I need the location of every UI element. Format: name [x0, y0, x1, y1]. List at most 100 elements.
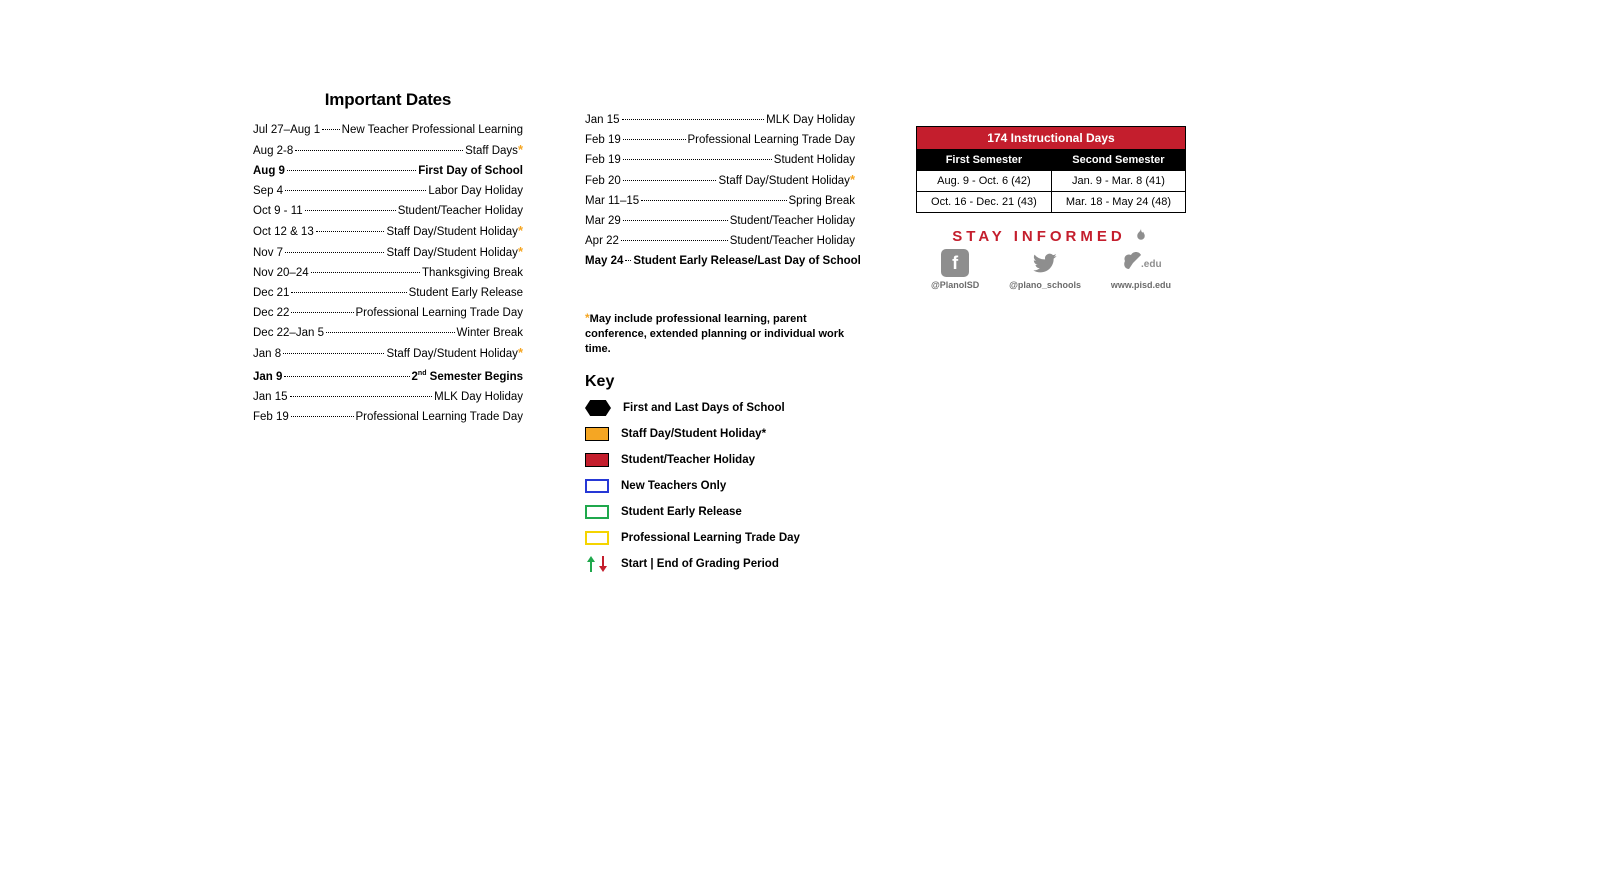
date-row: Mar 29 Student/Teacher Holiday — [585, 211, 855, 231]
date-desc: Staff Day/Student Holiday — [718, 171, 849, 191]
asterisk-icon: * — [850, 170, 855, 190]
table-header-first-semester: First Semester — [917, 150, 1052, 171]
asterisk-icon: * — [518, 343, 523, 363]
date-label: Jul 27–Aug 1 — [253, 120, 320, 140]
date-desc: Labor Day Holiday — [428, 181, 523, 201]
date-label: Jan 8 — [253, 344, 281, 364]
stay-informed: STAY INFORMED f @PlanoISD @plano_schools — [916, 227, 1186, 290]
date-row: Oct 9 - 11 Student/Teacher Holiday — [253, 201, 523, 221]
date-desc: Student Holiday — [774, 150, 855, 170]
date-desc: Staff Day/Student Holiday — [386, 222, 517, 242]
date-desc: First Day of School — [418, 161, 523, 181]
key-swatch — [585, 531, 609, 545]
date-desc: Thanksgiving Break — [422, 263, 523, 283]
key-title: Key — [585, 373, 855, 391]
twitter-icon — [1031, 249, 1059, 277]
date-label: Aug 2-8 — [253, 141, 293, 161]
date-row: Jan 92nd Semester Begins — [253, 364, 523, 387]
date-row: Jan 15 MLK Day Holiday — [253, 387, 523, 407]
date-row: Mar 11–15 Spring Break — [585, 191, 855, 211]
date-desc: Staff Day/Student Holiday — [386, 243, 517, 263]
date-label: Oct 9 - 11 — [253, 201, 303, 221]
dates-list-1: Jul 27–Aug 1 New Teacher Professional Lea… — [253, 120, 523, 427]
date-row: Feb 19Professional Learning Trade Day — [253, 407, 523, 427]
date-row: Jul 27–Aug 1 New Teacher Professional Lea… — [253, 120, 523, 140]
key-label: Start | End of Grading Period — [621, 558, 779, 570]
key-item: New Teachers Only — [585, 477, 855, 495]
date-row: Dec 21 Student Early Release — [253, 283, 523, 303]
social-label: @plano_schools — [1009, 280, 1081, 290]
date-desc: MLK Day Holiday — [766, 110, 855, 130]
date-label: Nov 20–24 — [253, 263, 309, 283]
footnote: *May include professional learning, pare… — [585, 311, 855, 357]
date-desc: Professional Learning Trade Day — [688, 130, 856, 150]
date-row: Dec 22 Professional Learning Trade Day — [253, 303, 523, 323]
date-row: Jan 8 Staff Day/Student Holiday* — [253, 343, 523, 364]
date-row: Nov 7 Staff Day/Student Holiday* — [253, 242, 523, 263]
important-dates-title: Important Dates — [253, 90, 523, 110]
date-row: Aug 9First Day of School — [253, 161, 523, 181]
social-label: @PlanoISD — [931, 280, 979, 290]
date-row: Nov 20–24 Thanksgiving Break — [253, 263, 523, 283]
stay-informed-heading: STAY INFORMED — [916, 227, 1186, 245]
date-label: Jan 15 — [253, 387, 288, 407]
key-label: Professional Learning Trade Day — [621, 532, 800, 544]
facebook-icon: f — [941, 249, 969, 277]
social-website[interactable]: .edu www.pisd.edu — [1111, 249, 1171, 290]
date-desc: Student Early Release — [409, 283, 523, 303]
key-swatch — [585, 400, 611, 416]
date-desc: Staff Day/Student Holiday — [386, 344, 517, 364]
date-desc: Student Early Release/Last Day of School — [633, 251, 861, 271]
date-desc: Staff Days — [465, 141, 518, 161]
key-item: Start | End of Grading Period — [585, 555, 855, 573]
date-label: Jan 15 — [585, 110, 620, 130]
date-desc: Student/Teacher Holiday — [730, 231, 855, 251]
date-desc: Student/Teacher Holiday — [730, 211, 855, 231]
date-desc: Professional Learning Trade Day — [356, 303, 524, 323]
social-row: f @PlanoISD @plano_schools .edu — [916, 249, 1186, 290]
table-cell: Jan. 9 - Mar. 8 (41) — [1051, 171, 1185, 192]
key-label: Student Early Release — [621, 506, 742, 518]
key-item: Student Early Release — [585, 503, 855, 521]
key-list: First and Last Days of SchoolStaff Day/S… — [585, 399, 855, 573]
date-row: Feb 20Staff Day/Student Holiday* — [585, 170, 855, 191]
date-label: Mar 11–15 — [585, 191, 639, 211]
date-desc: Professional Learning Trade Day — [356, 407, 524, 427]
date-row: Dec 22–Jan 5Winter Break — [253, 323, 523, 343]
date-label: Jan 9 — [253, 367, 282, 387]
date-label: Dec 21 — [253, 283, 289, 303]
date-row: Aug 2-8Staff Days* — [253, 140, 523, 161]
date-label: Feb 19 — [585, 130, 621, 150]
social-facebook[interactable]: f @PlanoISD — [931, 249, 979, 290]
key-swatch — [585, 427, 609, 441]
svg-text:.edu: .edu — [1141, 259, 1161, 270]
key-label: Staff Day/Student Holiday* — [621, 428, 766, 440]
arrows-icon — [585, 556, 609, 572]
date-desc: Student/Teacher Holiday — [398, 201, 523, 221]
date-desc: Spring Break — [789, 191, 855, 211]
important-dates-col2: Jan 15 MLK Day Holiday Feb 19 Professional … — [585, 110, 855, 581]
date-row: Apr 22Student/Teacher Holiday — [585, 231, 855, 251]
date-row: Feb 19 Professional Learning Trade Day — [585, 130, 855, 150]
flame-icon — [1132, 227, 1150, 245]
date-desc: MLK Day Holiday — [434, 387, 523, 407]
table-cell: Mar. 18 - May 24 (48) — [1051, 192, 1185, 213]
date-row: Jan 15 MLK Day Holiday — [585, 110, 855, 130]
sidebar-col: 174 Instructional Days First Semester Se… — [916, 126, 1186, 290]
edu-icon: .edu — [1121, 249, 1161, 277]
asterisk-icon: * — [518, 242, 523, 262]
date-row: May 24Student Early Release/Last Day of … — [585, 251, 855, 271]
date-label: Dec 22–Jan 5 — [253, 323, 324, 343]
social-twitter[interactable]: @plano_schools — [1009, 249, 1081, 290]
date-label: Sep 4 — [253, 181, 283, 201]
date-row: Oct 12 & 13Staff Day/Student Holiday* — [253, 221, 523, 242]
date-row: Feb 19Student Holiday — [585, 150, 855, 170]
table-cell: Oct. 16 - Dec. 21 (43) — [917, 192, 1052, 213]
date-label: Nov 7 — [253, 243, 283, 263]
date-row: Sep 4 Labor Day Holiday — [253, 181, 523, 201]
date-label: Dec 22 — [253, 303, 289, 323]
asterisk-icon: * — [518, 221, 523, 241]
date-desc: New Teacher Professional Learning — [342, 120, 523, 140]
key-label: New Teachers Only — [621, 480, 726, 492]
date-label: Mar 29 — [585, 211, 621, 231]
